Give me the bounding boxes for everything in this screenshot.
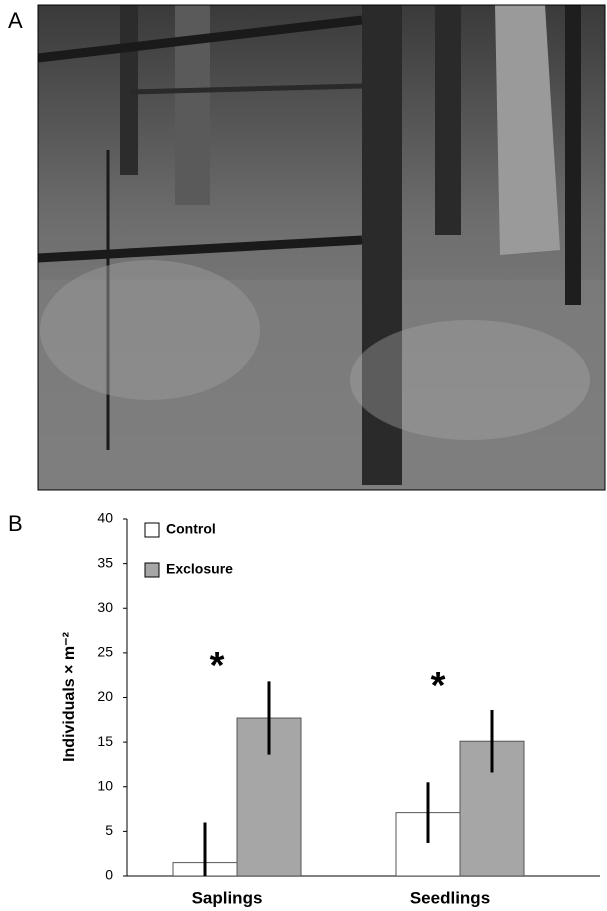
photo xyxy=(37,4,606,491)
y-tick-label: 20 xyxy=(97,688,113,704)
y-tick-label: 10 xyxy=(97,777,113,793)
x-tick-label: Seedlings xyxy=(410,888,490,907)
y-tick-label: 5 xyxy=(105,822,113,838)
legend-label: Exclosure xyxy=(166,561,233,577)
panel-label: A xyxy=(8,8,23,33)
x-tick-label: Saplings xyxy=(192,888,263,907)
plot-area xyxy=(172,681,525,876)
y-tick-label: 0 xyxy=(105,867,113,883)
legend-swatch xyxy=(144,522,160,538)
significance-marker: * xyxy=(210,645,225,687)
panel-label: B xyxy=(8,511,23,536)
y-tick-label: 30 xyxy=(97,599,113,615)
y-tick-label: 25 xyxy=(97,644,113,660)
y-axis-label: Individuals × m⁻² xyxy=(61,632,78,762)
y-tick-label: 15 xyxy=(97,733,113,749)
y-tick-label: 40 xyxy=(97,510,113,526)
y-tick-label: 35 xyxy=(97,554,113,570)
legend-swatch xyxy=(144,562,160,578)
significance-marker: * xyxy=(431,665,446,707)
legend-label: Control xyxy=(166,521,216,537)
